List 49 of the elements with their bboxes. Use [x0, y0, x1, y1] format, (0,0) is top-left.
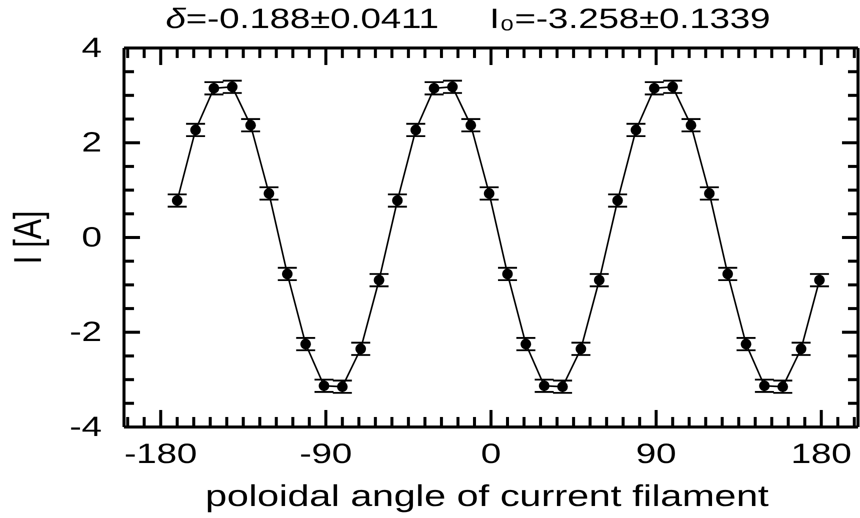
point: [447, 82, 458, 92]
point: [814, 274, 825, 286]
x-tick-label: 90: [636, 438, 676, 469]
point: [466, 120, 476, 131]
x-axis-title: poloidal angle of current filament: [205, 480, 770, 513]
point: [318, 380, 330, 392]
point: [538, 380, 550, 392]
point: [796, 344, 806, 354]
point: [777, 381, 788, 392]
chart-title: δ=-0.188±0.0411 I₀=-3.258±0.1339: [166, 2, 770, 34]
point: [740, 338, 752, 350]
point: [355, 344, 366, 354]
y-tick-label: 4: [82, 32, 102, 63]
x-tick-label: 0: [480, 438, 502, 469]
y-axis-title: I [A]: [7, 210, 50, 264]
point: [649, 82, 660, 94]
point: [722, 268, 734, 280]
x-tick-label: -90: [300, 438, 352, 469]
point: [190, 124, 201, 136]
point: [759, 380, 770, 392]
point: [428, 82, 440, 94]
point: [337, 381, 348, 392]
point: [557, 381, 568, 392]
point: [392, 195, 403, 206]
point: [594, 274, 605, 286]
point: [172, 195, 183, 206]
point: [520, 338, 532, 350]
y-tick-label: -2: [70, 316, 102, 348]
point: [576, 344, 586, 354]
point: [630, 124, 642, 136]
point: [410, 124, 422, 136]
point: [264, 188, 274, 199]
point: [226, 82, 238, 92]
point: [484, 188, 494, 199]
point: [612, 195, 623, 206]
x-tick-label: -180: [124, 438, 198, 469]
point: [686, 120, 696, 131]
y-tick-label: 0: [82, 221, 102, 252]
y-tick-label: -4: [70, 410, 102, 442]
point: [282, 268, 293, 280]
y-tick-label: 2: [82, 126, 102, 158]
point: [704, 188, 715, 199]
point: [245, 120, 256, 131]
point: [667, 82, 678, 92]
point: [502, 268, 513, 280]
point: [208, 82, 220, 94]
x-tick-label: 180: [790, 438, 852, 469]
point: [300, 338, 311, 350]
point: [374, 274, 384, 286]
